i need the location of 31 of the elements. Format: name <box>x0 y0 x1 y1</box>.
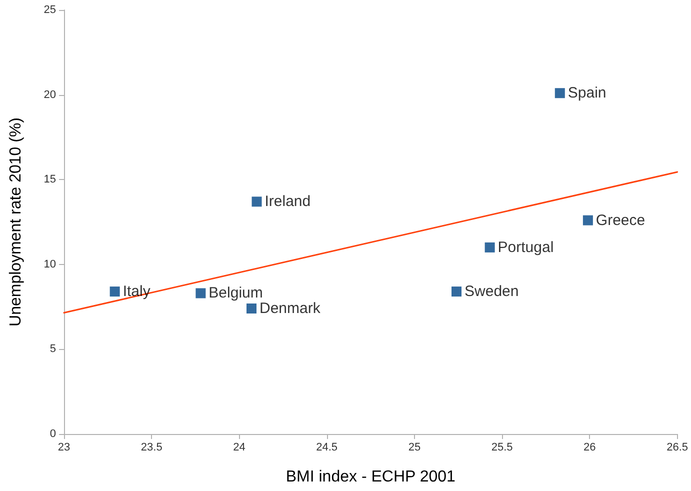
point <box>246 303 256 314</box>
x-tick-label: 26.5 <box>666 442 688 454</box>
x-tick-label: 23 <box>58 442 70 454</box>
annotation: Sweden <box>464 283 519 300</box>
x-tick-label: 24.5 <box>316 442 338 454</box>
y-tick-label: 15 <box>44 174 56 186</box>
annotation: Ireland <box>264 193 311 210</box>
point <box>452 286 462 297</box>
y-tick-label: 5 <box>50 343 56 356</box>
annotation: Belgium <box>208 284 263 302</box>
x-tick-label: 26 <box>584 442 596 454</box>
annotation: Spain <box>568 84 606 102</box>
annotation: Greece <box>596 212 646 229</box>
y-tick-label: 20 <box>44 88 56 101</box>
point <box>196 288 206 298</box>
x-tick-label: 25 <box>408 442 421 454</box>
point <box>484 242 495 252</box>
x-tick-label: 25.5 <box>491 442 513 454</box>
y-tick-label: 25 <box>44 4 56 16</box>
x-axis-title: BMI index - ECHP 2001 <box>286 468 456 486</box>
y-tick-label: 10 <box>44 258 56 270</box>
point <box>110 286 120 297</box>
annotation: Portugal <box>498 238 554 256</box>
x-tick-label: 24 <box>233 442 246 454</box>
y-tick-label: 0 <box>50 428 56 440</box>
point <box>554 88 565 98</box>
y-axis-title: Unemployment rate 2010 (%) <box>8 118 24 326</box>
annotation: Denmark <box>259 300 321 317</box>
point <box>582 215 593 226</box>
point <box>252 196 262 207</box>
x-tick-label: 23.5 <box>140 442 162 454</box>
